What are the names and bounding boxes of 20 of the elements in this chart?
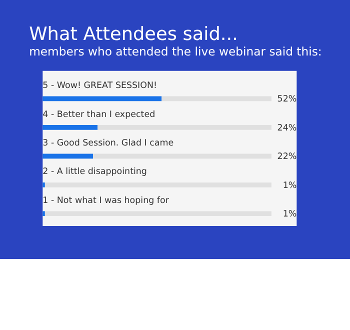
y-tick-label: 2 - A little disappointing xyxy=(42,167,147,178)
y-tick-label: 4 - Better than I expected xyxy=(42,110,156,120)
y-tick-label: 3 - Good Session. Glad I came xyxy=(42,138,174,148)
bar xyxy=(44,182,272,188)
y-tick-label: 5 - Wow! GREAT SESSION! xyxy=(42,81,158,92)
chart-title: What Attendees said... xyxy=(29,24,238,45)
bar xyxy=(42,96,162,102)
bar xyxy=(42,154,93,159)
chart-subtitle: members who attended the live webinar said this: xyxy=(29,44,322,58)
data-label: 24% xyxy=(277,123,297,134)
bar xyxy=(162,96,272,102)
data-label: 22% xyxy=(277,152,297,162)
data-label: 1% xyxy=(282,210,297,220)
bar xyxy=(44,211,272,216)
y-tick-label: 1 - Not what I was hoping for xyxy=(42,196,170,206)
bar xyxy=(42,125,98,130)
bar xyxy=(98,125,272,130)
data-label: 1% xyxy=(282,180,297,191)
data-label: 52% xyxy=(277,94,297,105)
bar xyxy=(92,154,272,159)
